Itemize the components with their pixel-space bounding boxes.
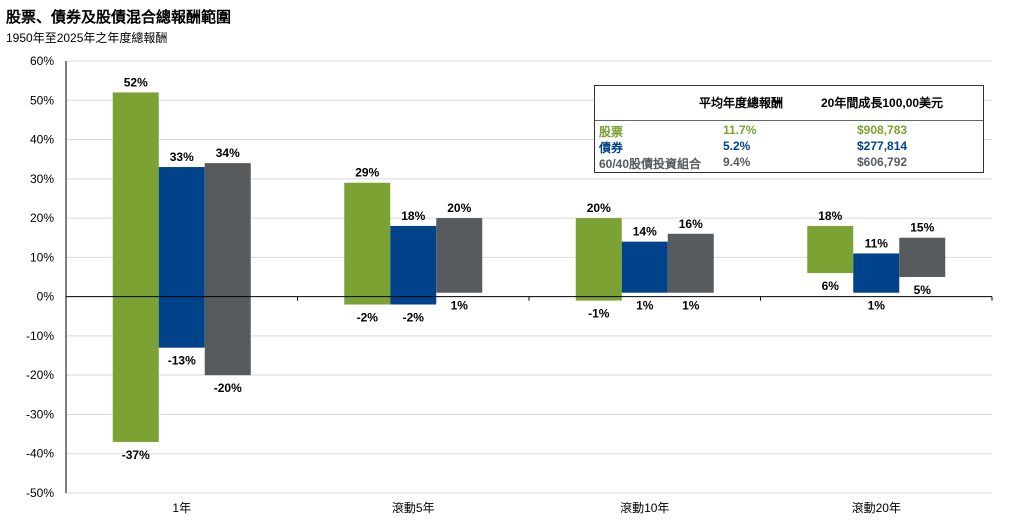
bar-low-label: 1% <box>868 299 886 313</box>
y-tick-label: -30% <box>26 407 54 421</box>
bar-low-label: 1% <box>451 299 469 313</box>
y-tick-label: -20% <box>26 368 54 382</box>
x-category-label: 1年 <box>172 501 191 515</box>
bar-high-label: 29% <box>355 166 379 180</box>
bar-low-label: -20% <box>214 381 242 395</box>
y-tick-label: 10% <box>30 250 54 264</box>
legend-header-avg: 平均年度總報酬 <box>699 96 784 110</box>
range-bar <box>390 225 437 305</box>
y-tick-label: 50% <box>30 93 54 107</box>
bar-low-label: -13% <box>168 354 196 368</box>
legend-series-name: 債券 <box>599 141 624 155</box>
bar-high-label: 52% <box>124 75 148 89</box>
range-bar <box>807 225 854 274</box>
x-category-label: 滾動20年 <box>852 501 901 515</box>
legend-series-name: 股票 <box>599 125 624 139</box>
y-tick-label: 60% <box>30 54 54 68</box>
bar-low-label: -2% <box>357 310 379 324</box>
legend-header-growth: 20年間成長100,00美元 <box>821 96 944 110</box>
bar-high-label: 14% <box>633 225 657 239</box>
bar-low-label: -37% <box>122 448 150 462</box>
bar-high-label: 20% <box>447 201 471 215</box>
legend-row: 60/40股債投資組合 9.4% $606,792 <box>595 155 983 171</box>
y-tick-label: -10% <box>26 329 54 343</box>
chart-subtitle: 1950年至2025年之年度總報酬 <box>6 31 168 45</box>
legend-divider <box>595 120 983 121</box>
bar-high-label: 18% <box>818 209 842 223</box>
legend-growth-value: $606,792 <box>857 155 908 169</box>
bar-low-label: 6% <box>822 279 840 293</box>
range-bar <box>436 218 483 293</box>
chart-title: 股票、債券及股債混合總報酬範圍 <box>6 9 232 26</box>
y-tick-label: -40% <box>26 447 54 461</box>
bar-low-label: 5% <box>914 283 932 297</box>
y-tick-label: -50% <box>26 486 54 500</box>
bar-high-label: 33% <box>170 150 194 164</box>
y-tick-label: 0% <box>37 290 55 304</box>
bar-high-label: 15% <box>910 221 934 235</box>
legend-row: 債券 5.2% $277,814 <box>595 139 983 155</box>
legend-avg-value: 11.7% <box>723 123 757 137</box>
legend-row: 股票 11.7% $908,783 <box>595 123 983 139</box>
legend-avg-value: 9.4% <box>723 155 751 169</box>
legend-growth-value: $277,814 <box>857 139 908 153</box>
bar-high-label: 11% <box>865 236 889 250</box>
bar-low-label: 1% <box>682 299 700 313</box>
y-tick-label: 20% <box>30 211 54 225</box>
range-bar <box>575 218 622 301</box>
x-category-label: 滾動5年 <box>392 501 435 515</box>
legend-growth-value: $908,783 <box>857 123 908 137</box>
bar-low-label: -1% <box>588 307 610 321</box>
range-bar <box>344 182 391 305</box>
legend-series-name: 60/40股債投資組合 <box>599 157 702 171</box>
legend-avg-value: 5.2% <box>723 139 751 153</box>
bar-high-label: 20% <box>587 201 611 215</box>
range-bar <box>112 92 159 442</box>
range-bar <box>204 163 251 376</box>
range-bar <box>667 233 714 293</box>
x-category-label: 滾動10年 <box>620 501 669 515</box>
range-bar <box>158 167 205 348</box>
range-bar <box>899 237 946 277</box>
range-bar <box>853 253 900 293</box>
y-tick-label: 40% <box>30 133 54 147</box>
bar-high-label: 34% <box>216 146 240 160</box>
legend-table: 平均年度總報酬 20年間成長100,00美元 股票 11.7% $908,783 債券… <box>594 85 984 173</box>
bar-high-label: 16% <box>679 217 703 231</box>
range-bar <box>621 241 668 293</box>
bar-high-label: 18% <box>401 209 425 223</box>
bar-low-label: 1% <box>636 299 654 313</box>
bar-low-label: -2% <box>403 310 425 324</box>
y-tick-label: 30% <box>30 172 54 186</box>
